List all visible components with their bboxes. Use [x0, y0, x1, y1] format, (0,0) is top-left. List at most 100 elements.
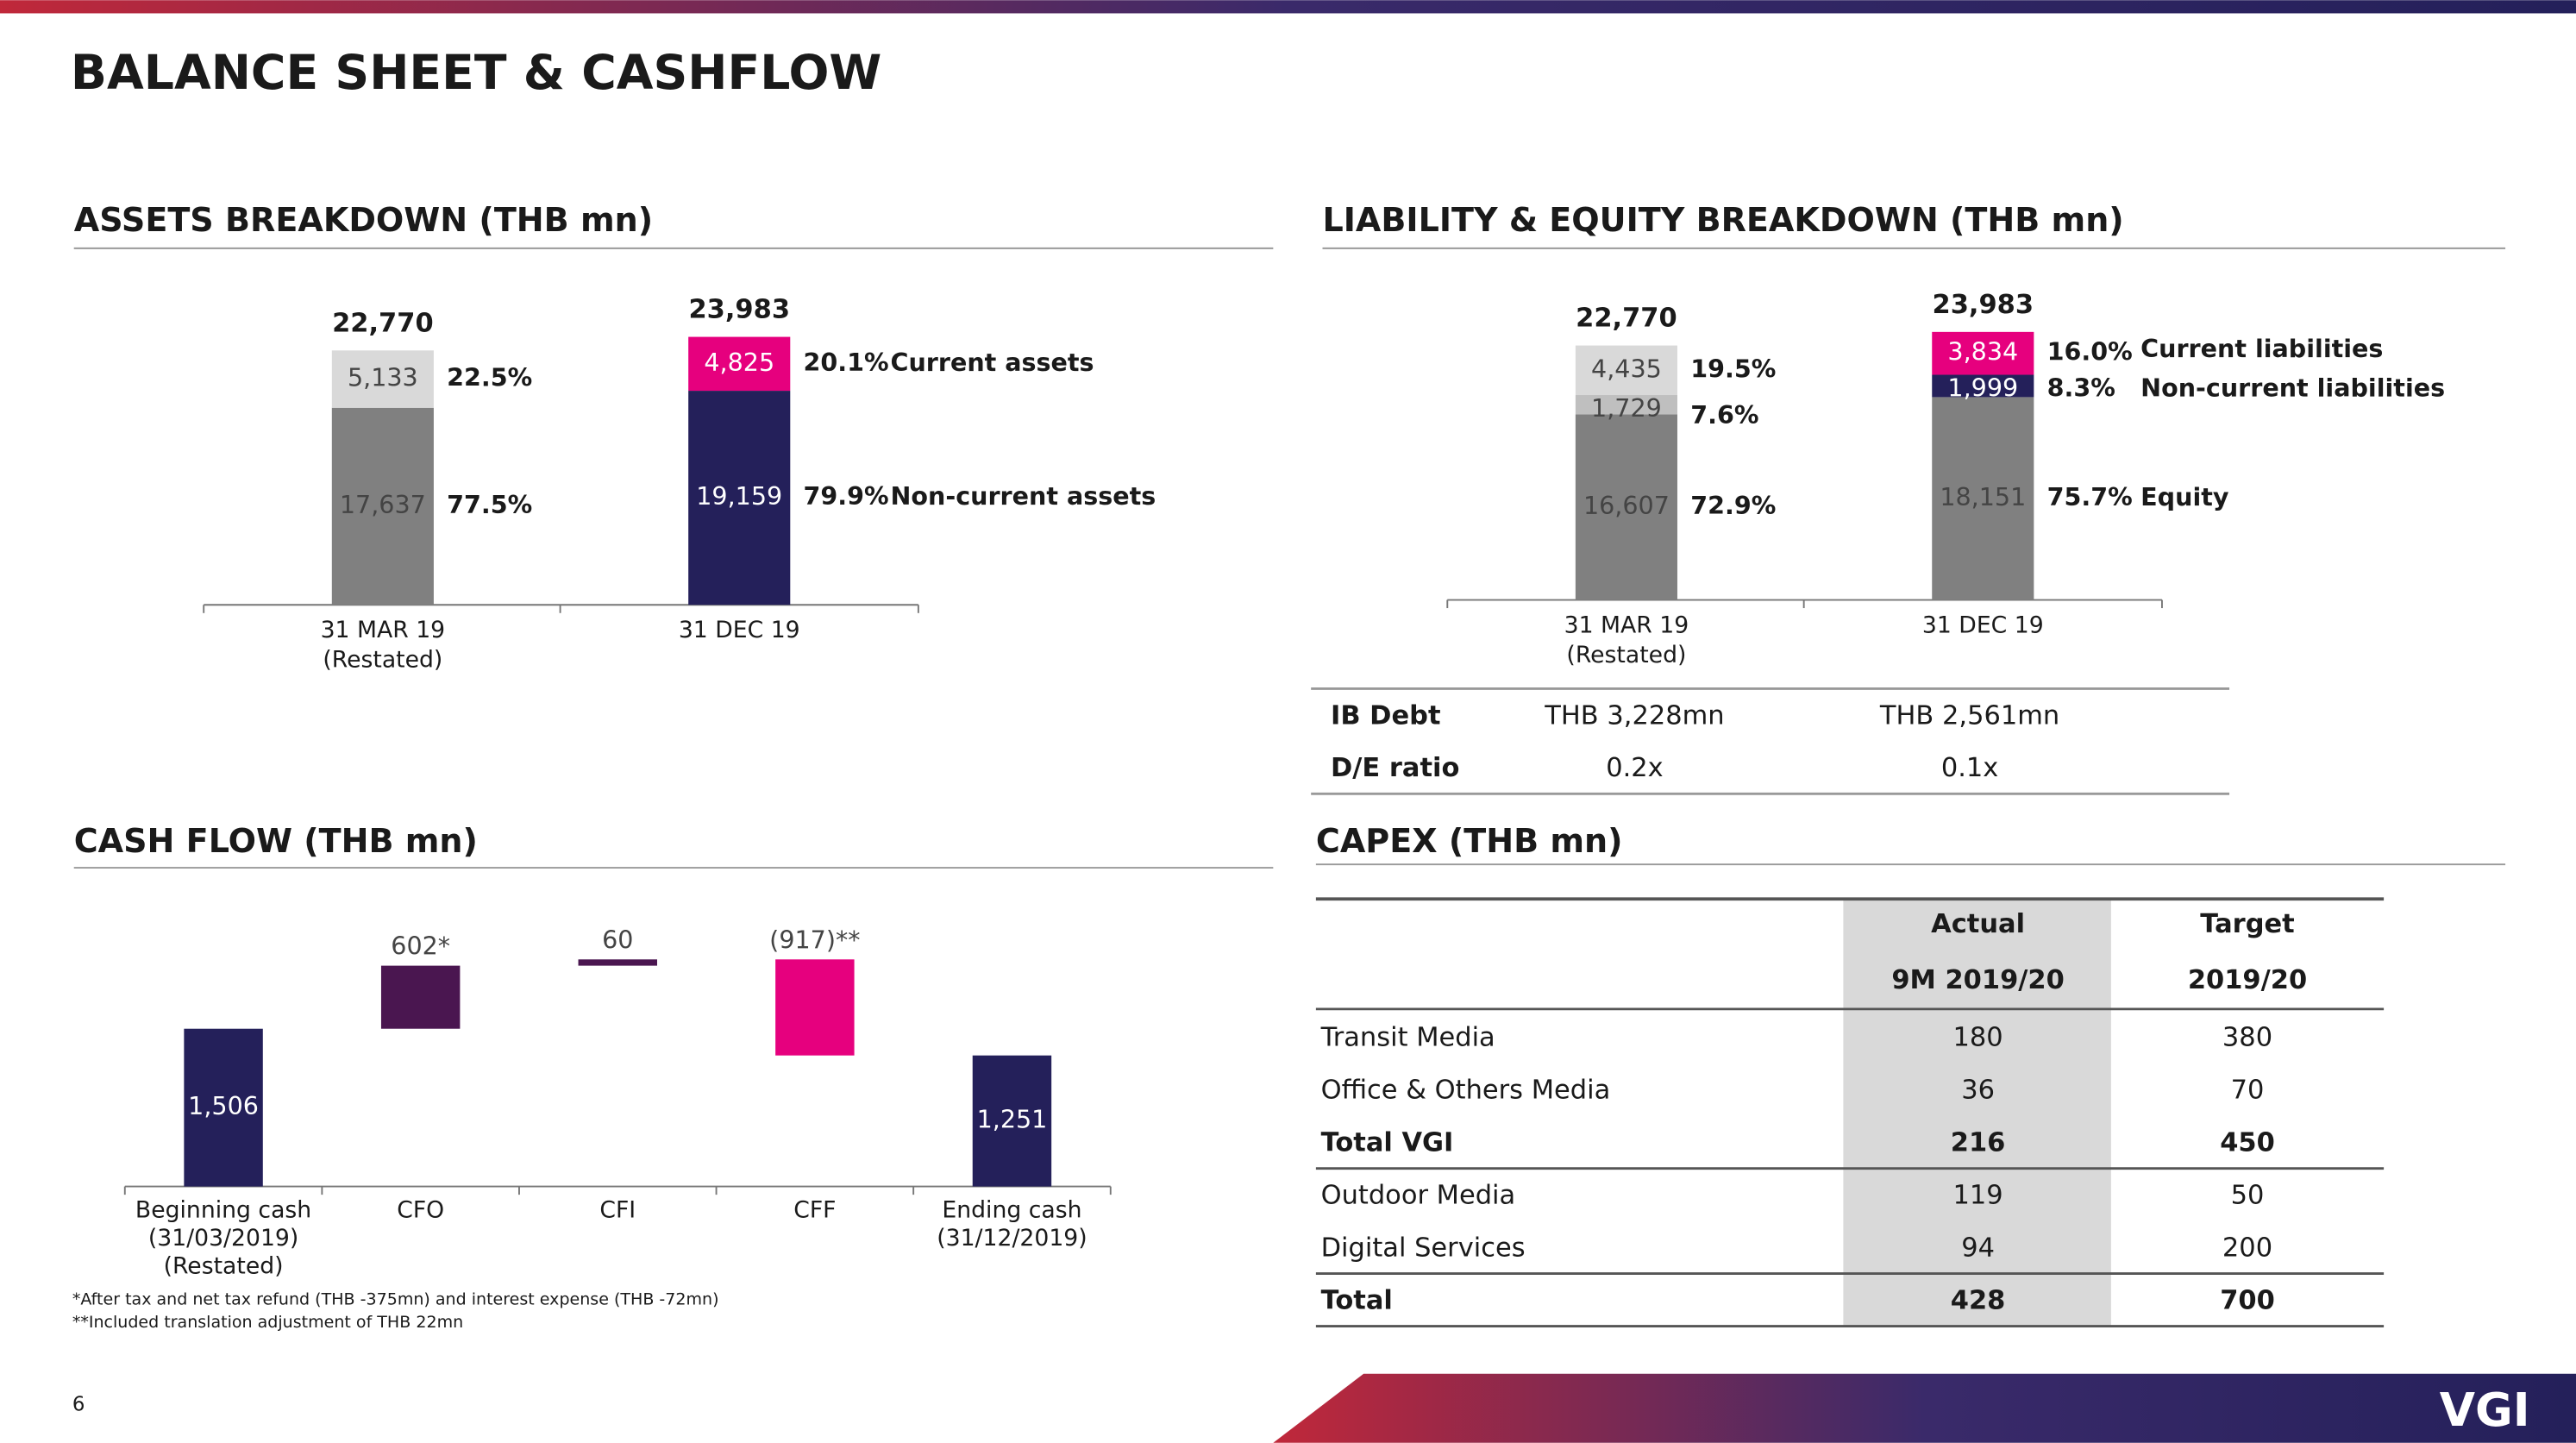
x-tick-label: CFO: [397, 1197, 444, 1224]
total-label: 23,983: [1933, 290, 2034, 320]
legend-label: Current assets: [890, 348, 1094, 377]
table-cell: 119: [1953, 1181, 2003, 1211]
highlight-column: [1843, 899, 2111, 1327]
bar: [972, 1055, 1052, 1187]
percent-label: 19.5%: [1690, 354, 1776, 383]
table-cell: 428: [1951, 1285, 2006, 1315]
x-tick-note: (31/03/2019): [148, 1225, 298, 1252]
percent-label: 16.0%: [2047, 337, 2133, 367]
percent-label: 77.5%: [447, 490, 532, 519]
x-tick-label: 31 DEC 19: [1922, 612, 2044, 639]
percent-label: 7.6%: [1690, 400, 1758, 430]
bar-segment: [1932, 331, 2034, 375]
table-cell: IB Debt: [1331, 700, 1441, 731]
logo: VGI: [2440, 1383, 2530, 1437]
table-cell: Digital Services: [1321, 1233, 1526, 1263]
bar: [380, 965, 461, 1029]
value-label: 1,251: [977, 1105, 1048, 1134]
table-cell: THB 2,561mn: [1879, 700, 2059, 731]
bar: [578, 959, 657, 966]
value-label: 17,637: [340, 490, 426, 519]
section-title: CASH FLOW (THB mn): [74, 822, 478, 860]
x-tick-note: (Restated): [164, 1252, 284, 1279]
table-cell: 700: [2220, 1285, 2275, 1315]
bar-segment: [331, 407, 434, 605]
table-cell: THB 3,228mn: [1544, 700, 1724, 731]
table-header: Actual: [1931, 909, 2025, 939]
table-cell: 450: [2220, 1128, 2275, 1158]
page-title: BALANCE SHEET & CASHFLOW: [71, 46, 881, 101]
total-label: 22,770: [1576, 304, 1677, 334]
page-number: 6: [72, 1393, 85, 1415]
x-tick-label: 31 DEC 19: [679, 617, 800, 643]
x-tick-label: Ending cash: [942, 1197, 1081, 1224]
bar-segment: [1575, 345, 1677, 396]
value-label: 1,999: [1947, 373, 2018, 403]
table-cell: Transit Media: [1320, 1023, 1495, 1053]
value-label: 60: [602, 925, 633, 954]
table-header: 9M 2019/20: [1891, 965, 2064, 995]
bar-segment: [331, 350, 434, 408]
table-cell: 0.2x: [1606, 753, 1664, 783]
bar: [775, 959, 855, 1056]
percent-label: 79.9%: [804, 481, 889, 511]
table-header: Target: [2200, 909, 2294, 939]
bar: [184, 1028, 263, 1187]
table-cell: 36: [1961, 1076, 1995, 1106]
legend-label: Non-current assets: [890, 481, 1156, 511]
value-label: 3,834: [1947, 337, 2018, 367]
percent-label: 22.5%: [447, 363, 532, 392]
legend-label: Non-current liabilities: [2140, 373, 2445, 403]
x-tick-label: 31 MAR 19: [321, 617, 446, 643]
x-tick-label: Beginning cash: [135, 1197, 311, 1224]
table-cell: Total VGI: [1321, 1128, 1454, 1158]
table-cell: Total: [1321, 1285, 1393, 1315]
value-label: 1,729: [1591, 393, 1662, 423]
bar-segment: [1932, 374, 2034, 398]
bar-segment: [1575, 395, 1677, 415]
table-cell: 0.1x: [1941, 753, 1999, 783]
table-cell: Outdoor Media: [1321, 1181, 1516, 1211]
total-label: 23,983: [688, 295, 790, 325]
bar-segment: [1932, 397, 2034, 600]
value-label: 4,825: [704, 348, 774, 377]
table-cell: 200: [2222, 1233, 2272, 1263]
legend-label: Current liabilities: [2140, 334, 2383, 363]
footnote: *After tax and net tax refund (THB -375m…: [72, 1290, 719, 1309]
section-title: ASSETS BREAKDOWN (THB mn): [74, 201, 653, 239]
x-tick-note: (Restated): [323, 647, 442, 674]
bar-segment: [688, 336, 791, 392]
table-header: 2019/20: [2188, 965, 2307, 995]
bar-segment: [1575, 414, 1677, 600]
bar-segment: [688, 391, 791, 605]
legend-label: Equity: [2140, 482, 2229, 511]
x-tick-note: (31/12/2019): [937, 1225, 1087, 1252]
value-label: 4,435: [1591, 354, 1662, 383]
table-cell: 50: [2231, 1181, 2265, 1211]
x-tick-note: (Restated): [1566, 642, 1686, 668]
table-cell: 70: [2231, 1076, 2265, 1106]
bottom-band: [1273, 1373, 2576, 1443]
x-tick-label: 31 MAR 19: [1564, 612, 1689, 639]
percent-label: 20.1%: [804, 348, 889, 377]
value-label: 16,607: [1583, 491, 1670, 520]
table-cell: 180: [1953, 1023, 2003, 1053]
top-band: [0, 0, 2576, 14]
percent-label: 72.9%: [1690, 491, 1776, 520]
value-label: 19,159: [696, 481, 782, 511]
x-tick-label: CFF: [793, 1197, 836, 1224]
value-label: 602*: [391, 932, 450, 961]
section-title: LIABILITY & EQUITY BREAKDOWN (THB mn): [1323, 201, 2124, 239]
value-label: (917)**: [769, 925, 860, 954]
total-label: 22,770: [332, 308, 434, 338]
x-tick-label: CFI: [599, 1197, 636, 1224]
percent-label: 8.3%: [2047, 373, 2115, 403]
table-cell: 216: [1951, 1128, 2006, 1158]
table-cell: 380: [2222, 1023, 2272, 1053]
table-cell: D/E ratio: [1331, 753, 1459, 783]
table-cell: Office & Others Media: [1321, 1076, 1611, 1106]
section-title: CAPEX (THB mn): [1316, 822, 1623, 860]
value-label: 18,151: [1940, 482, 2026, 511]
value-label: 5,133: [348, 363, 418, 392]
